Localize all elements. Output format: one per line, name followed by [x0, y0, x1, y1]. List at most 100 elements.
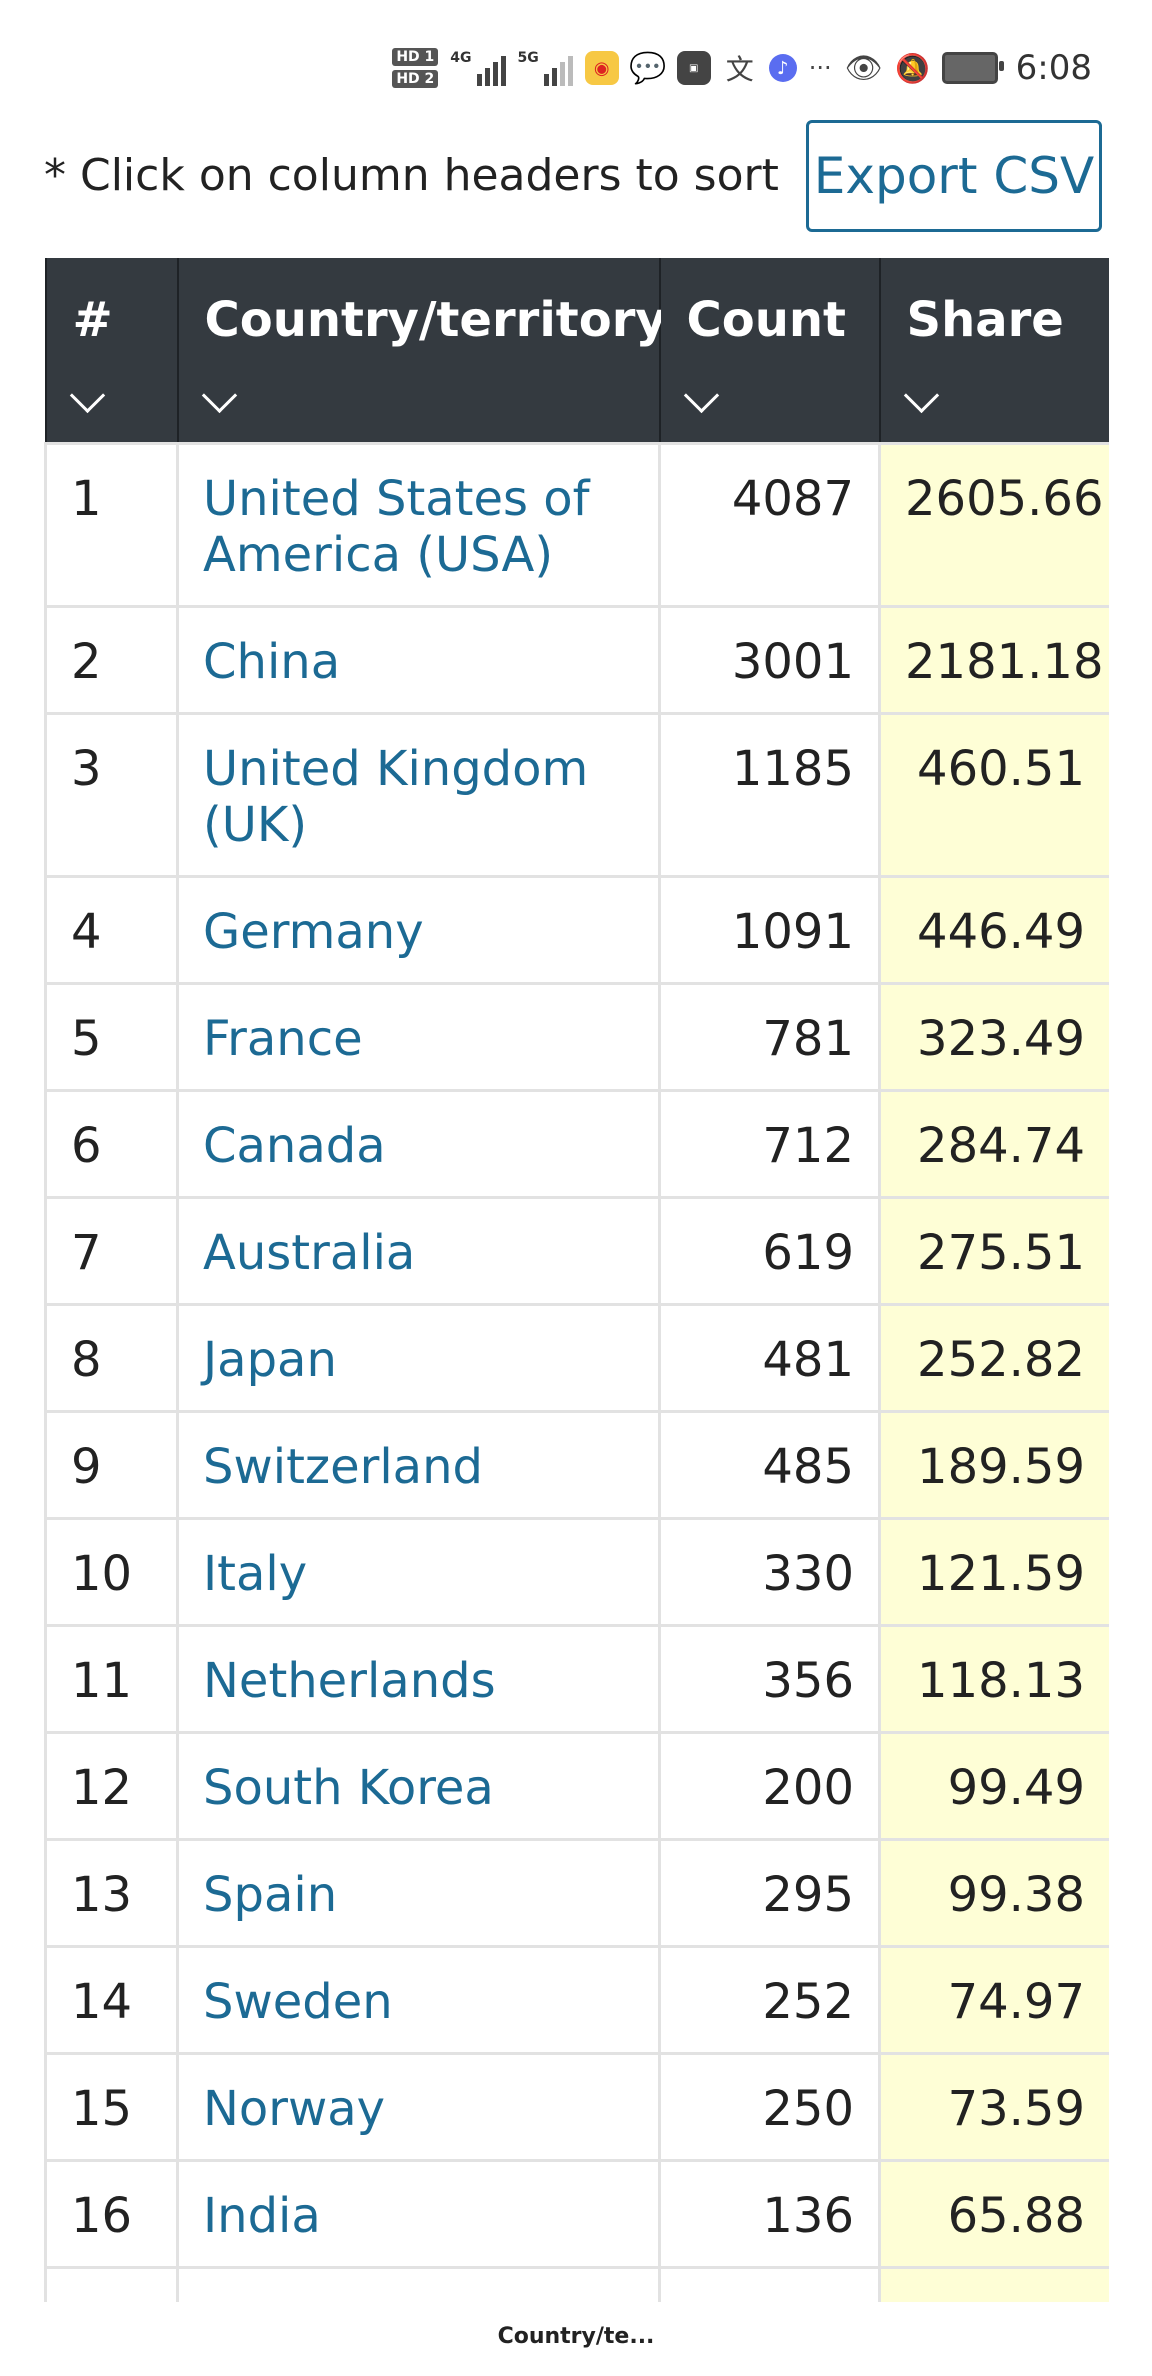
count-value-cell: 136: [658, 2159, 881, 2269]
hd1-label: HD 1: [392, 48, 439, 66]
battery-icon: [941, 52, 1004, 84]
country-link-cell: United Kingdom (UK): [176, 712, 661, 878]
rank-value-cell: 3: [44, 712, 179, 878]
table-row: 8 Japan 481 252.82: [44, 1303, 1109, 1413]
share-value-cell: 2181.18: [878, 605, 1109, 715]
share-value: 189.59: [917, 1439, 1085, 1495]
country-link[interactable]: Germany: [203, 904, 424, 960]
country-link[interactable]: Sweden: [203, 1974, 393, 2030]
rank-value: 9: [71, 1439, 102, 1495]
count-value-cell: 481: [658, 1303, 881, 1413]
country-link[interactable]: Norway: [203, 2081, 386, 2137]
country-link[interactable]: Denmark: [203, 2295, 424, 2302]
country-link-cell: Italy: [176, 1517, 661, 1627]
country-link-cell: Sweden: [176, 1945, 661, 2055]
rank-value: 4: [71, 904, 102, 960]
rank-value: 1: [71, 471, 102, 527]
share-value-cell: 99.38: [878, 1838, 1109, 1948]
rank-value-cell: 9: [44, 1410, 179, 1520]
signal-4g-icon: 4G: [450, 50, 506, 86]
rank-value: 10: [71, 1546, 133, 1602]
count-value-cell: 295: [658, 1838, 881, 1948]
country-link-cell: Japan: [176, 1303, 661, 1413]
share-value-cell: 74.97: [878, 1945, 1109, 2055]
share-value: 252.82: [917, 1332, 1085, 1388]
count-value: 4087: [731, 471, 854, 527]
count-value: 3001: [731, 634, 854, 690]
country-link[interactable]: France: [203, 1011, 363, 1067]
country-link[interactable]: China: [203, 634, 341, 690]
count-value-cell: 330: [658, 1517, 881, 1627]
count-value: 200: [762, 1760, 854, 1816]
count-value-cell: 712: [658, 1089, 881, 1199]
country-link[interactable]: United Kingdom (UK): [203, 741, 589, 853]
header-rank[interactable]: #: [44, 258, 179, 444]
more-icon: ···: [808, 54, 832, 82]
count-value-cell: 619: [658, 1196, 881, 1306]
rank-value: 15: [71, 2081, 133, 2137]
table-row: 17 Denmark 192 60.12: [44, 2266, 1109, 2302]
count-value: 330: [762, 1546, 854, 1602]
header-count[interactable]: Count: [658, 258, 881, 444]
wechat-icon: 💬: [629, 50, 667, 86]
country-link-cell: Australia: [176, 1196, 661, 1306]
country-link[interactable]: Spain: [203, 1867, 338, 1923]
rank-value-cell: 1: [44, 442, 179, 608]
share-value-cell: 446.49: [878, 875, 1109, 985]
country-link-cell: France: [176, 982, 661, 1092]
table-row: 5 France 781 323.49: [44, 982, 1109, 1092]
sort-hint: * Click on column headers to sort: [44, 150, 779, 201]
status-bar: HD 1 HD 2 4G 5G ◉ 💬 ▣ 文 ♪ ··· 👁 🔕 6:08: [0, 0, 1152, 130]
count-value: 192: [762, 2295, 854, 2302]
status-icons: HD 1 HD 2 4G 5G ◉ 💬 ▣ 文 ♪ ··· 👁 🔕 6:08: [392, 40, 1092, 96]
table-row: 13 Spain 295 99.38: [44, 1838, 1109, 1948]
table-row: 15 Norway 250 73.59: [44, 2052, 1109, 2162]
table-body: 1 United States of America (USA) 4087 2605.…: [44, 442, 1109, 2302]
country-link[interactable]: Switzerland: [203, 1439, 483, 1495]
header-count-label: Count: [686, 292, 847, 348]
rank-value-cell: 14: [44, 1945, 179, 2055]
count-value-cell: 356: [658, 1624, 881, 1734]
country-link-cell: United States of America (USA): [176, 442, 661, 608]
country-link[interactable]: Japan: [203, 1332, 337, 1388]
rank-value: 7: [71, 1225, 102, 1281]
table-row: 4 Germany 1091 446.49: [44, 875, 1109, 985]
country-link[interactable]: South Korea: [203, 1760, 494, 1816]
bottom-tab-label[interactable]: Country/te...: [497, 2324, 655, 2349]
header-rank-label: #: [72, 292, 113, 348]
count-value: 356: [762, 1653, 854, 1709]
chevron-down-icon: [201, 377, 237, 414]
table-row: 10 Italy 330 121.59: [44, 1517, 1109, 1627]
header-share[interactable]: Share: [878, 258, 1109, 444]
country-link[interactable]: India: [203, 2188, 321, 2244]
table-row: 9 Switzerland 485 189.59: [44, 1410, 1109, 1520]
count-value-cell: 1091: [658, 875, 881, 985]
table-row: 16 India 136 65.88: [44, 2159, 1109, 2269]
rank-value-cell: 11: [44, 1624, 179, 1734]
country-link[interactable]: Netherlands: [203, 1653, 496, 1709]
country-link-cell: Switzerland: [176, 1410, 661, 1520]
rank-value-cell: 15: [44, 2052, 179, 2162]
share-value-cell: 65.88: [878, 2159, 1109, 2269]
country-link[interactable]: Italy: [203, 1546, 308, 1602]
count-value: 485: [762, 1439, 854, 1495]
export-csv-button[interactable]: Export CSV: [806, 120, 1102, 232]
country-link[interactable]: United States of America (USA): [203, 471, 590, 583]
chevron-down-icon: [903, 377, 939, 414]
share-value-cell: 73.59: [878, 2052, 1109, 2162]
rank-value-cell: 4: [44, 875, 179, 985]
count-value: 295: [762, 1867, 854, 1923]
country-link[interactable]: Canada: [203, 1118, 386, 1174]
share-value: 118.13: [917, 1653, 1085, 1709]
rank-value: 14: [71, 1974, 133, 2030]
share-value: 99.38: [947, 1867, 1085, 1923]
country-link[interactable]: Australia: [203, 1225, 416, 1281]
share-value: 65.88: [947, 2188, 1085, 2244]
share-value-cell: 323.49: [878, 982, 1109, 1092]
share-value: 323.49: [917, 1011, 1085, 1067]
bell-off-icon: 🔕: [895, 51, 931, 85]
table-header-row: # Country/territory Count Share: [44, 258, 1109, 444]
share-value-cell: 189.59: [878, 1410, 1109, 1520]
header-country[interactable]: Country/territory: [176, 258, 667, 444]
count-value: 136: [762, 2188, 854, 2244]
